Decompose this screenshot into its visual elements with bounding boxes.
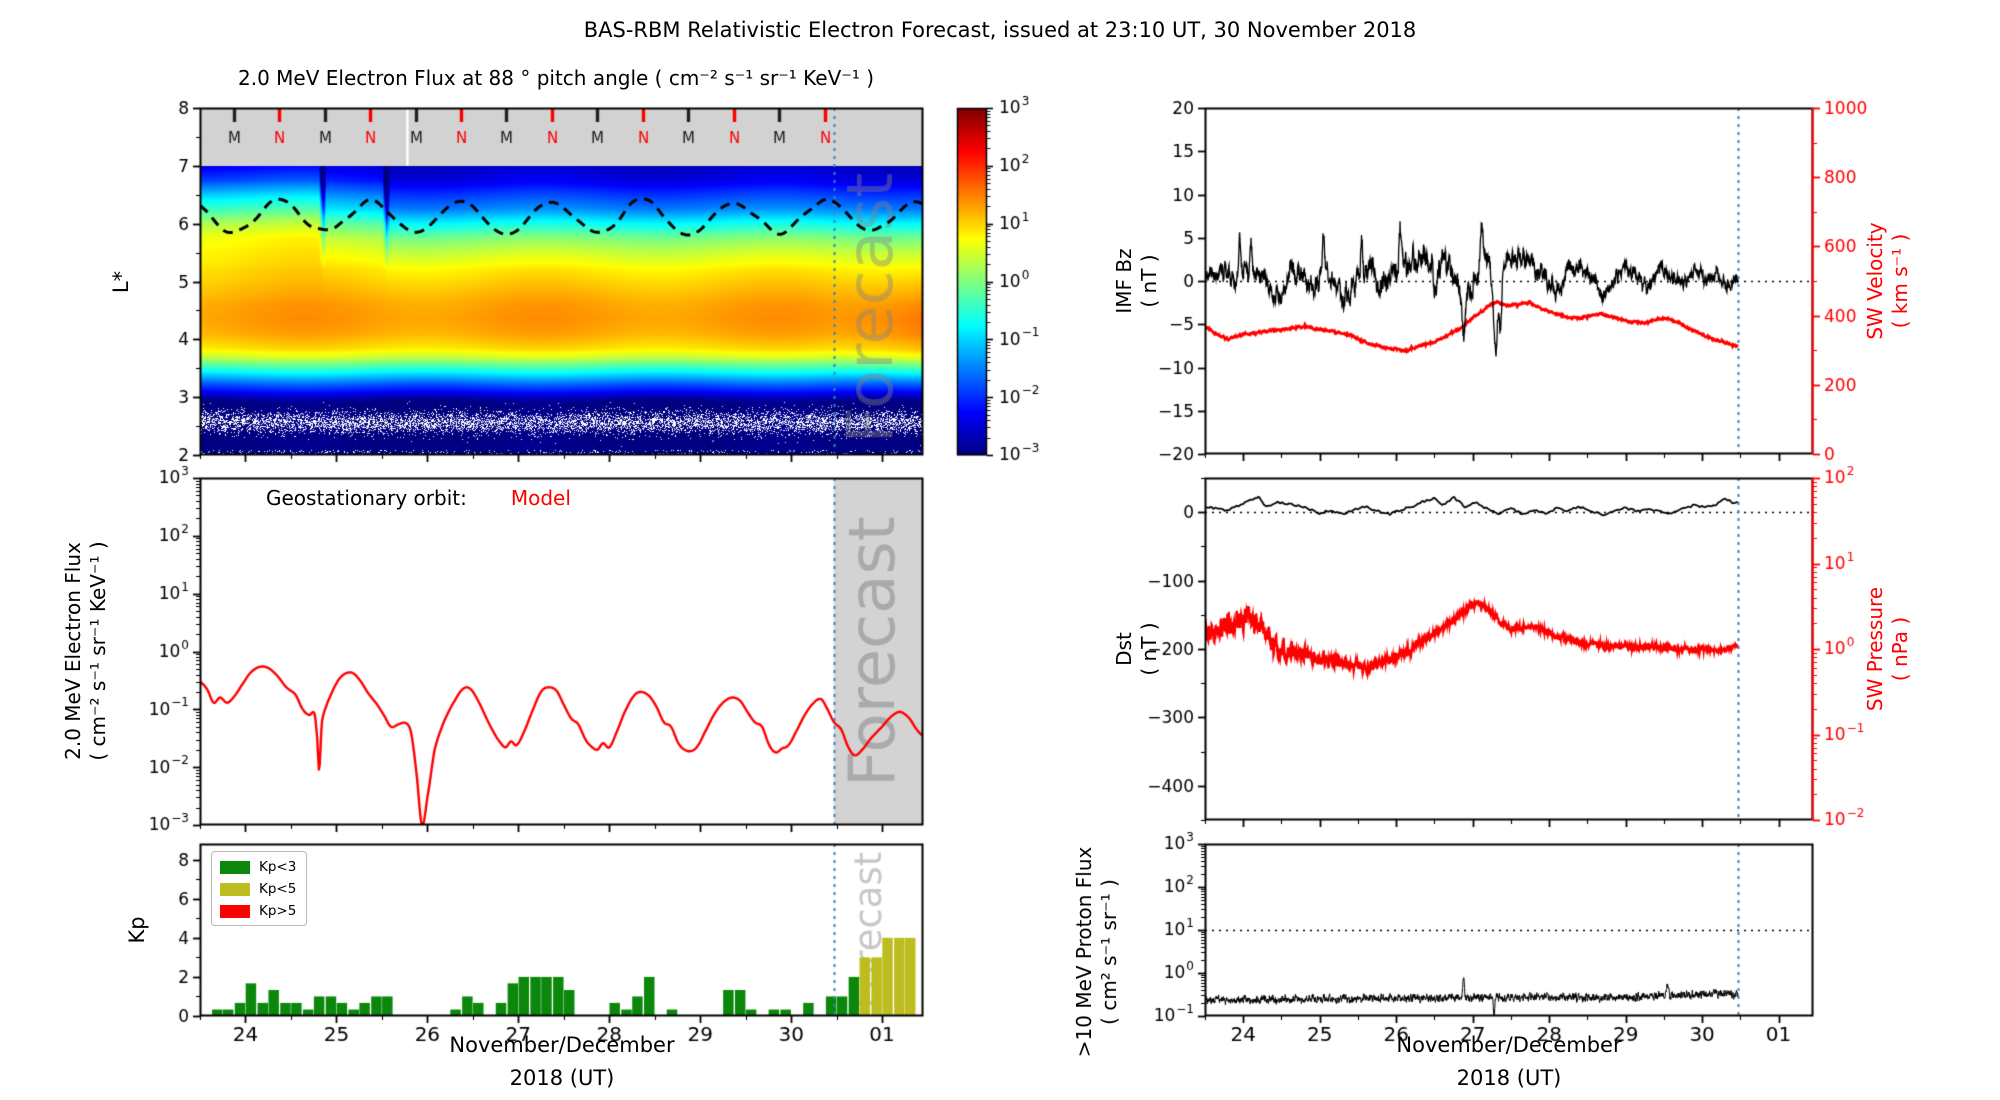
kp-low-label: Kp<3 <box>259 859 297 875</box>
imf-bz-ylabel-line2: ( nT ) <box>1137 254 1161 308</box>
imf-bz-ylabel: IMF Bz ( nT ) <box>1112 248 1162 313</box>
electron-flux-ylabel: 2.0 MeV Electron Flux ( cm⁻² s⁻¹ sr⁻¹ Ke… <box>61 541 111 760</box>
left-xaxis-label: November/December 2018 (UT) <box>449 1029 674 1095</box>
kp-mid-label: Kp<5 <box>259 881 297 897</box>
spectrogram-ylabel: L* <box>109 270 133 294</box>
right-xaxis-label-line2: 2018 (UT) <box>1456 1066 1562 1090</box>
dst-ylabel-line2: ( nT ) <box>1137 622 1161 676</box>
kp-legend-row-mid: Kp<5 <box>220 881 296 897</box>
sw-pressure-ylabel: SW Pressure ( nPa ) <box>1863 587 1913 711</box>
left-xaxis-label-line1: November/December <box>449 1033 675 1057</box>
kp-ylabel: Kp <box>125 916 149 944</box>
kp-high-label: Kp>5 <box>259 903 297 919</box>
electron-flux-ylabel-line1: 2.0 MeV Electron Flux <box>61 542 85 760</box>
imf-bz-ylabel-line1: IMF Bz <box>1112 248 1136 314</box>
kp-legend-row-low: Kp<3 <box>220 859 296 875</box>
left-xaxis-label-line2: 2018 (UT) <box>509 1066 615 1090</box>
dst-ylabel-line1: Dst <box>1112 632 1136 666</box>
proton-flux-ylabel-line2: ( cm² s⁻¹ sr⁻¹ ) <box>1097 879 1121 1025</box>
right-xaxis-label: November/December 2018 (UT) <box>1396 1029 1621 1095</box>
kp-legend: Kp<3 Kp<5 Kp>5 <box>211 851 308 926</box>
kp-low-swatch <box>220 860 250 874</box>
right-xaxis-label-line1: November/December <box>1396 1033 1622 1057</box>
kp-mid-swatch <box>220 882 250 896</box>
sw-velocity-ylabel-line1: SW Velocity <box>1863 222 1887 340</box>
kp-high-swatch <box>220 904 250 918</box>
flux-legend-prefix: Geostationary orbit: <box>266 486 467 510</box>
sw-velocity-ylabel-line2: ( km s⁻¹ ) <box>1888 233 1912 329</box>
proton-flux-ylabel-line1: >10 MeV Proton Flux <box>1072 846 1096 1058</box>
dst-ylabel: Dst ( nT ) <box>1112 622 1162 675</box>
kp-legend-row-high: Kp>5 <box>220 903 296 919</box>
sw-velocity-ylabel: SW Velocity ( km s⁻¹ ) <box>1863 222 1913 339</box>
sw-pressure-ylabel-line1: SW Pressure <box>1863 586 1887 712</box>
spectrogram-title: 2.0 MeV Electron Flux at 88 ° pitch angl… <box>237 66 875 90</box>
flux-legend-model: Model <box>510 486 571 510</box>
sw-pressure-ylabel-line2: ( nPa ) <box>1888 616 1912 682</box>
page-title: BAS-RBM Relativistic Electron Forecast, … <box>583 18 1417 42</box>
proton-flux-ylabel: >10 MeV Proton Flux ( cm² s⁻¹ sr⁻¹ ) <box>1072 847 1122 1058</box>
flux-panel-legend: Geostationary orbit: Model <box>266 486 571 510</box>
electron-flux-ylabel-line2: ( cm⁻² s⁻¹ sr⁻¹ KeV⁻¹ ) <box>86 541 110 761</box>
